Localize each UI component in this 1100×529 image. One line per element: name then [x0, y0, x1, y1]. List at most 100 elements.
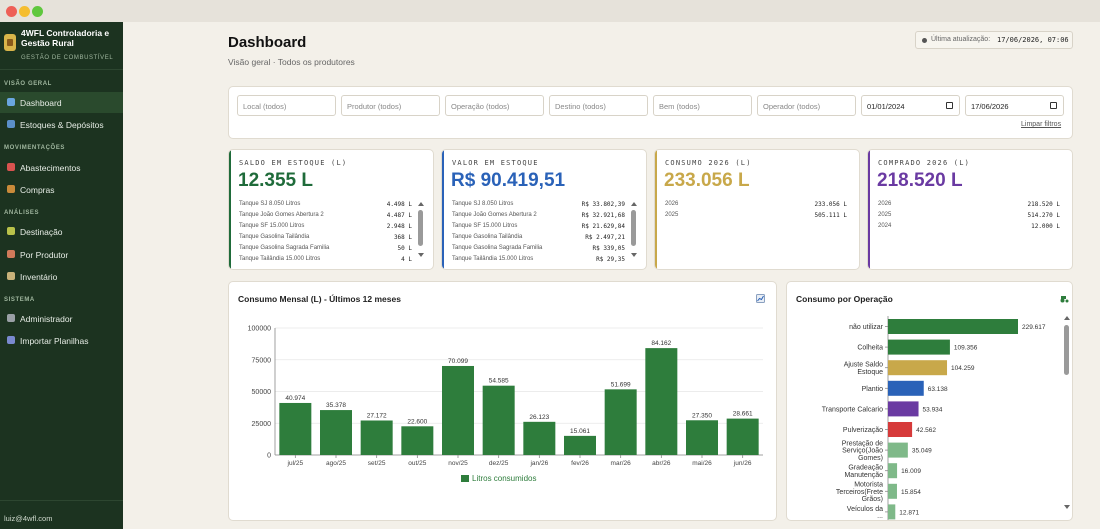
kpi-value: 218.520 L	[877, 170, 963, 191]
kpi-row-name: 2025	[878, 212, 892, 218]
category-label: Terceiros(Frete	[836, 489, 883, 496]
kpi-row-name: Tanque Tailândia 15.000 Litros	[452, 256, 534, 262]
data-label: 27.350	[692, 412, 712, 419]
kpi-label: CONSUMO 2026 (L)	[665, 159, 752, 167]
brand[interactable]: 4WFL Controladoria e Gestão Rural GESTÃO…	[4, 28, 122, 64]
user-email[interactable]: luiz@4wfl.com	[4, 514, 53, 523]
data-label: 229.617	[1022, 324, 1046, 331]
data-label: 63.138	[928, 386, 948, 393]
scrollbar-thumb[interactable]	[631, 210, 636, 246]
filter-operador-value: Operador (todos)	[763, 102, 821, 111]
scroll-up-icon[interactable]	[631, 202, 637, 206]
scroll-up-icon[interactable]	[418, 202, 424, 206]
minimize-window-button[interactable]	[19, 6, 30, 17]
kpi-row-name: Tanque Gasolina Sagrada Familia	[239, 245, 330, 251]
legend-swatch	[461, 475, 469, 482]
category-label: Estoque	[857, 369, 883, 376]
chart-icon[interactable]	[756, 294, 765, 303]
kpi-row-name: Tanque SJ 8.050 Litros	[452, 201, 514, 207]
data-label: 70.099	[448, 358, 468, 365]
clear-filters-link[interactable]: Limpar filtros	[1021, 121, 1062, 128]
data-label: 28.661	[733, 411, 753, 418]
scroll-down-icon[interactable]	[418, 253, 424, 257]
data-label: 26.123	[529, 414, 549, 421]
x-tick-label: out/25	[408, 460, 426, 467]
filter-destino-select[interactable]: Destino (todos)	[549, 95, 648, 116]
section-sistema: SISTEMA	[4, 297, 35, 303]
sidebar-item-administrador[interactable]: Administrador	[0, 308, 123, 329]
bar	[564, 435, 596, 455]
kpi-row-value: R$ 2.497,21	[585, 234, 625, 241]
status-dot-icon	[922, 38, 927, 43]
kpi-row-name: Tanque SF 15.000 Litros	[239, 223, 305, 229]
maximize-window-button[interactable]	[32, 6, 43, 17]
filter-local-value: Local (todos)	[243, 102, 287, 111]
category-label: Veículos da	[847, 506, 883, 513]
clipboard-icon	[7, 272, 15, 280]
tractor-icon	[1060, 296, 1069, 303]
data-label: 27.172	[367, 412, 387, 419]
last-update-value: 17/06/2026, 07:06	[997, 36, 1069, 44]
kpi-value: R$ 90.419,51	[451, 170, 566, 191]
sidebar-item-dashboard[interactable]: Dashboard	[0, 92, 123, 113]
kpi-row-name: 2025	[665, 212, 679, 218]
filter-operacao-select[interactable]: Operação (todos)	[445, 95, 544, 116]
data-label: 51.699	[611, 381, 631, 388]
divider	[0, 500, 123, 501]
category-label: Colheita	[857, 345, 883, 352]
sidebar-item-estoques[interactable]: Estoques & Depósitos	[0, 114, 123, 135]
bar	[888, 380, 924, 396]
sidebar-item-compras[interactable]: Compras	[0, 179, 123, 200]
sidebar-item-abastecimentos[interactable]: Abastecimentos	[0, 157, 123, 178]
x-tick-label: jul/25	[287, 460, 304, 467]
date-to-input[interactable]: 17/06/2026	[965, 95, 1064, 116]
x-tick-label: abr/26	[652, 460, 671, 467]
scrollbar-thumb[interactable]	[1064, 325, 1069, 375]
y-tick-label: 25000	[252, 421, 272, 428]
scroll-up-icon[interactable]	[1064, 316, 1070, 320]
sidebar-item-destinacao[interactable]: Destinação	[0, 221, 123, 242]
category-label: Gomes)	[858, 455, 883, 462]
brand-subtitle: GESTÃO DE COMBUSTÍVEL	[21, 55, 114, 61]
filter-local-select[interactable]: Local (todos)	[237, 95, 336, 116]
box-icon	[7, 185, 15, 193]
consumption-by-operation-chart[interactable]: 229.617 não utilizar 109.356 Colheita 104.25…	[787, 312, 1074, 520]
sidebar-item-label: Estoques & Depósitos	[20, 120, 104, 130]
kpi-row-value: 218.520 L	[1027, 201, 1060, 208]
bar	[888, 442, 908, 458]
sidebar-item-inventario[interactable]: Inventário	[0, 266, 123, 287]
data-label: 104.259	[951, 365, 975, 372]
filter-bem-select[interactable]: Bem (todos)	[653, 95, 752, 116]
accent-bar	[229, 150, 231, 269]
close-window-button[interactable]	[6, 6, 17, 17]
kpi-row-name: Tanque Tailândia 15.000 Litros	[239, 256, 321, 262]
bar	[320, 410, 352, 455]
kpi-consumo-card: CONSUMO 2026 (L) 233.056 L 2026 233.056 L…	[654, 149, 860, 270]
kpi-row-value: 4 L	[401, 256, 412, 263]
kpi-row-name: Tanque João Gomes Abertura 2	[239, 212, 324, 218]
sidebar-item-label: Destinação	[20, 227, 63, 237]
x-tick-label: dez/25	[489, 460, 509, 467]
date-from-input[interactable]: 01/01/2024	[861, 95, 960, 116]
kpi-row-value: 2.948 L	[386, 223, 412, 230]
data-label: 12.871	[899, 509, 919, 516]
x-tick-label: ago/25	[326, 460, 346, 467]
sidebar-item-por-produtor[interactable]: Por Produtor	[0, 244, 123, 265]
sidebar: 4WFL Controladoria e Gestão Rural GESTÃO…	[0, 22, 123, 529]
monthly-consumption-chart[interactable]: 0 25000 50000 75000 100000 40.974 jul/25 35.378…	[229, 312, 778, 520]
kpi-comprado-card: COMPRADO 2026 (L) 218.520 L 2026 218.520 …	[867, 149, 1073, 270]
data-label: 109.356	[954, 345, 978, 352]
accent-bar	[655, 150, 657, 269]
calendar-icon	[946, 102, 953, 109]
filter-produtor-select[interactable]: Produtor (todos)	[341, 95, 440, 116]
section-analises: ANÁLISES	[4, 210, 40, 216]
data-label: 35.378	[326, 402, 346, 409]
scrollbar-thumb[interactable]	[418, 210, 423, 246]
filter-operador-select[interactable]: Operador (todos)	[757, 95, 856, 116]
bar	[442, 365, 474, 455]
kpi-value: 233.056 L	[664, 170, 750, 191]
scroll-down-icon[interactable]	[631, 253, 637, 257]
scroll-down-icon[interactable]	[1064, 505, 1070, 509]
category-label: Serviço(João	[842, 448, 883, 455]
sidebar-item-importar-planilhas[interactable]: Importar Planilhas	[0, 330, 123, 351]
